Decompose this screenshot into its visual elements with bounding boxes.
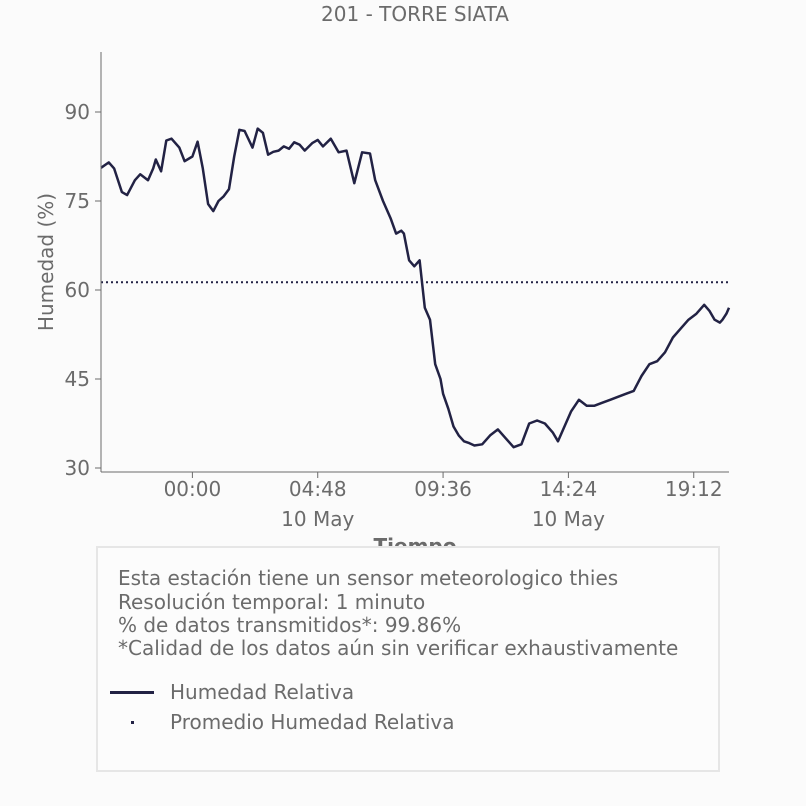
info-line-resolution: Resolución temporal: 1 minuto — [118, 590, 426, 614]
legend-label-humidity: Humedad Relativa — [170, 680, 355, 704]
info-line-transmitted: % de datos transmitidos*: 99.86% — [118, 613, 462, 637]
x-tick-label: 09:36 — [414, 477, 472, 501]
legend-dot-sample — [131, 721, 134, 724]
y-axis-label: Humedad (%) — [34, 193, 58, 331]
x-tick-label: 00:00 — [164, 477, 222, 501]
humidity-chart: 201 - TORRE SIATA 30 45 60 75 90 00:00 04:48 1… — [34, 2, 731, 558]
x-tick-label: 14:24 — [540, 477, 598, 501]
y-tick-label: 75 — [65, 189, 90, 213]
x-tick-label: 19:12 — [665, 477, 723, 501]
x-axis: 00:00 04:48 10 May 09:36 14:24 10 May 19:12 — [101, 471, 729, 531]
legend-line-sample — [110, 691, 154, 694]
y-tick-label: 60 — [65, 278, 90, 302]
x-tick-date-label: 10 May — [281, 507, 354, 531]
legend-label-average: Promedio Humedad Relativa — [170, 710, 455, 734]
humidity-series-line — [100, 127, 731, 449]
y-axis: 30 45 60 75 90 — [65, 52, 102, 480]
x-tick-label: 04:48 — [289, 477, 347, 501]
info-line-sensor: Esta estación tiene un sensor meteorolog… — [118, 566, 619, 590]
info-line-quality: *Calidad de los datos aún sin verificar … — [118, 636, 679, 660]
info-box: Esta estación tiene un sensor meteorolog… — [96, 546, 720, 772]
x-tick-date-label: 10 May — [532, 507, 605, 531]
plot-area — [100, 127, 731, 449]
y-tick-label: 30 — [65, 456, 90, 480]
y-tick-label: 45 — [65, 367, 90, 391]
chart-title: 201 - TORRE SIATA — [321, 2, 509, 26]
y-tick-label: 90 — [65, 100, 90, 124]
